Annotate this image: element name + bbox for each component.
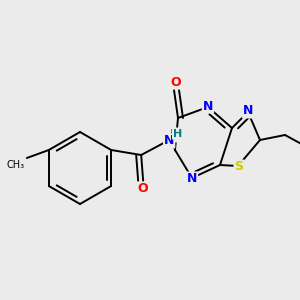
Text: N: N xyxy=(243,104,253,118)
Text: H: H xyxy=(172,129,182,139)
Text: N: N xyxy=(164,134,174,148)
Text: O: O xyxy=(138,182,148,196)
Text: O: O xyxy=(171,76,181,88)
Text: N: N xyxy=(187,172,197,185)
Text: H: H xyxy=(170,128,180,142)
Text: N: N xyxy=(203,100,213,112)
Text: CH₃: CH₃ xyxy=(7,160,25,170)
Text: S: S xyxy=(235,160,244,173)
